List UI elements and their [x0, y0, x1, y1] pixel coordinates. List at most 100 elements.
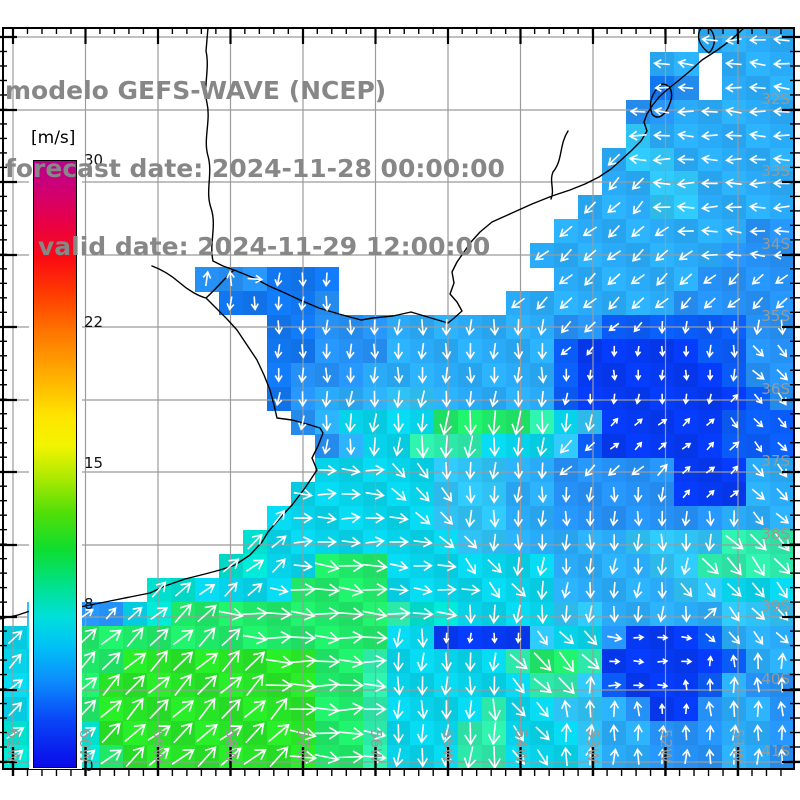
wave-cell — [242, 649, 268, 674]
wave-cell — [554, 338, 579, 364]
wave-cell — [170, 577, 196, 603]
wave-cell — [698, 649, 723, 674]
wave-cell — [530, 243, 555, 268]
wave-cell — [722, 314, 747, 340]
wave-cell — [410, 721, 436, 746]
longitude-label: 54W — [512, 729, 530, 763]
wave-cell — [482, 577, 507, 603]
wave-cell — [146, 601, 172, 627]
wave-cell — [602, 290, 627, 316]
wave-cell — [266, 529, 292, 555]
wave-cell — [482, 649, 507, 674]
wave-cell — [386, 529, 412, 555]
wave-cell — [746, 553, 771, 579]
wave-cell — [554, 434, 579, 459]
wave-cell — [650, 290, 675, 316]
wave-cell — [626, 171, 651, 196]
wave-cell — [626, 147, 651, 173]
wave-cell — [458, 410, 483, 435]
wave-cell — [482, 506, 507, 531]
wave-cell — [674, 410, 699, 435]
wave-cell — [554, 219, 579, 244]
wave-cell — [362, 314, 388, 340]
wave-cell — [218, 697, 244, 722]
latitude-label: 38S — [761, 525, 790, 543]
wave-cell — [722, 506, 747, 531]
wave-cell — [482, 745, 507, 770]
wave-cell — [410, 362, 436, 388]
latitude-label: 32S — [761, 90, 790, 108]
wave-cell — [554, 506, 579, 531]
wave-cell — [602, 386, 627, 412]
wave-cell — [314, 338, 340, 364]
wave-cell — [698, 386, 723, 412]
wave-cell — [314, 434, 340, 459]
wave-cell — [194, 721, 220, 746]
latitude-label: 33S — [761, 162, 790, 180]
wave-cell — [362, 673, 388, 698]
wave-cell — [674, 147, 699, 173]
wave-cell — [482, 721, 507, 746]
wave-cell — [674, 314, 699, 340]
wave-cell — [602, 529, 627, 555]
wave-cell — [746, 482, 771, 507]
wave-cell — [530, 529, 555, 555]
wave-cell — [698, 99, 723, 125]
wave-cell — [554, 362, 579, 388]
wave-cell — [386, 506, 412, 531]
latitude-label: 39S — [761, 597, 790, 615]
wave-cell — [626, 195, 651, 220]
wave-cell — [386, 314, 412, 340]
wave-cell — [506, 314, 531, 340]
wave-cell — [674, 362, 699, 388]
wave-cell — [434, 601, 460, 627]
wave-cell — [242, 553, 268, 579]
wave-cell — [530, 458, 555, 483]
wave-cell — [674, 51, 699, 77]
wave-cell — [194, 649, 220, 674]
wave-cell — [314, 410, 340, 435]
wave-cell — [746, 267, 771, 292]
wave-cell — [506, 649, 531, 674]
wave-cell — [338, 745, 364, 770]
wave-cell — [458, 649, 483, 674]
wave-cell — [362, 506, 388, 531]
wave-cell — [338, 506, 364, 531]
title-valid-date: valid date: 2024-11-29 12:00:00 — [38, 232, 491, 261]
wave-cell — [506, 553, 531, 579]
wave-cell — [458, 482, 483, 507]
wave-cell — [650, 219, 675, 244]
wave-cell — [530, 721, 555, 746]
wave-cell — [362, 362, 388, 388]
wave-cell — [482, 529, 507, 555]
wave-cell — [602, 267, 627, 292]
wave-cell — [770, 553, 795, 579]
wave-cell — [242, 673, 268, 698]
wave-cell — [506, 697, 531, 722]
wave-cell — [674, 219, 699, 244]
wave-cell — [650, 314, 675, 340]
title-model: modelo GEFS-WAVE (NCEP) — [5, 76, 387, 105]
wave-cell — [674, 267, 699, 292]
wave-cell — [722, 338, 747, 364]
wave-cell — [722, 529, 747, 555]
wave-cell — [530, 649, 555, 674]
wave-cell — [650, 458, 675, 483]
wave-cell — [410, 506, 436, 531]
wave-cell — [674, 745, 699, 770]
wave-cell — [290, 625, 316, 651]
wave-cell — [674, 338, 699, 364]
wave-cell — [458, 625, 483, 651]
wave-cell — [386, 697, 412, 722]
wave-cell — [266, 625, 292, 651]
wave-cell — [362, 338, 388, 364]
colorbar-tick-label: 15 — [84, 454, 104, 472]
wave-cell — [506, 577, 531, 603]
wave-cell — [338, 434, 364, 459]
wave-cell — [698, 171, 723, 196]
wave-cell — [698, 577, 723, 603]
wave-cell — [722, 171, 747, 196]
wave-cell — [722, 195, 747, 220]
wave-cell — [554, 267, 579, 292]
wave-cell — [146, 625, 172, 651]
